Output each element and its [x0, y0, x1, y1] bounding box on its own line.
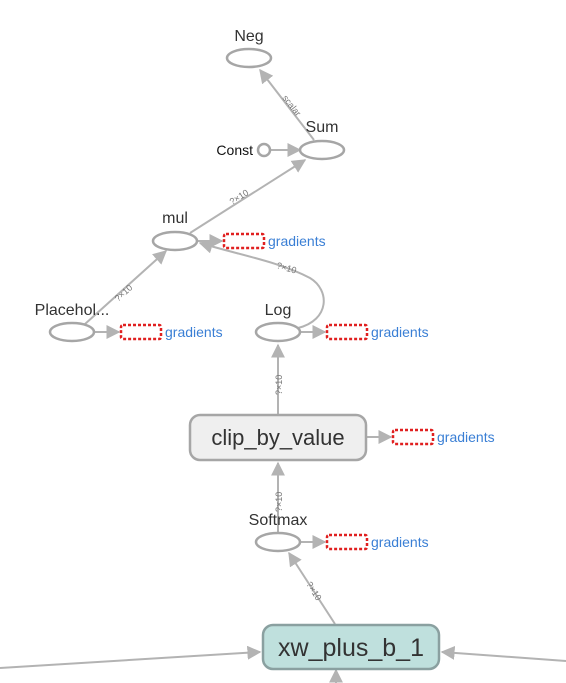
node-neg[interactable]: Neg [225, 28, 273, 69]
node-xw-plus-b[interactable]: xw_plus_b_1 [261, 623, 441, 671]
node-const[interactable]: Const [216, 142, 272, 158]
gradients-link[interactable]: gradients [371, 534, 429, 550]
mul-op-shape[interactable] [151, 230, 199, 252]
node-clip-by-value[interactable]: clip_by_value [188, 413, 368, 462]
edge-label-log-mul: ?×10 [275, 260, 297, 275]
neg-op-shape[interactable] [225, 47, 273, 69]
edge-right-input[interactable] [440, 645, 566, 662]
softmax-label: Softmax [249, 512, 308, 529]
xw-plus-b-shape[interactable] [261, 623, 441, 671]
gradients-ref-clip-by-value[interactable]: gradients [391, 428, 495, 446]
gradients-link[interactable]: gradients [437, 429, 495, 445]
node-sum[interactable]: Sum [298, 119, 346, 161]
edge-mul-sum[interactable] [189, 159, 307, 234]
neg-label: Neg [234, 28, 263, 45]
node-mul[interactable]: mul [151, 210, 199, 252]
softmax-op-shape[interactable] [254, 531, 302, 553]
edge-label-clip-log: ?×10 [274, 375, 284, 395]
gradients-ref-softmax[interactable]: gradients [325, 533, 429, 551]
placeholder-label: Placehol... [35, 302, 110, 319]
gradients-link[interactable]: gradients [165, 324, 223, 340]
edges [0, 68, 566, 683]
edge-placeholder-mul[interactable] [84, 250, 168, 325]
edge-xw-softmax[interactable] [288, 551, 336, 625]
const-label: Const [216, 142, 253, 158]
node-log[interactable]: Log [254, 302, 302, 343]
gradients-ref-log[interactable]: gradients [325, 323, 429, 341]
gradients-icon[interactable] [325, 323, 369, 341]
node-softmax[interactable]: Softmax [249, 512, 308, 553]
edge-left-input[interactable] [0, 645, 262, 669]
edge-label-xw-softmax: ?×10 [304, 580, 323, 602]
gradients-icon[interactable] [222, 232, 266, 250]
sum-label: Sum [306, 119, 339, 136]
clip-by-value-label: clip_by_value [211, 425, 344, 450]
edge-sum-neg[interactable] [259, 68, 315, 141]
gradients-link[interactable]: gradients [268, 233, 326, 249]
log-op-shape[interactable] [254, 321, 302, 343]
gradients-icon[interactable] [325, 533, 369, 551]
gradients-ref-placeholder[interactable]: gradients [119, 323, 223, 341]
clip-by-value-shape[interactable] [188, 413, 368, 462]
gradients-link[interactable]: gradients [371, 324, 429, 340]
placeholder-op-shape[interactable] [48, 321, 96, 343]
gradients-icon[interactable] [391, 428, 435, 446]
gradients-icon[interactable] [119, 323, 163, 341]
edge-label-mul-sum: ?×10 [228, 187, 250, 206]
edge-log-mul[interactable] [198, 239, 325, 329]
node-placeholder[interactable]: Placehol... [35, 302, 110, 343]
edge-label-softmax-clip: ?×10 [274, 492, 284, 512]
edge-label-sum-neg: scalar [280, 93, 303, 118]
mul-label: mul [162, 210, 188, 227]
const-shape[interactable] [256, 142, 272, 158]
edge-label-placeholder-mul: ?×10 [113, 282, 135, 303]
log-label: Log [265, 302, 292, 319]
gradients-ref-mul[interactable]: gradients [222, 232, 326, 250]
sum-op-shape[interactable] [298, 139, 346, 161]
xw-plus-b-label: xw_plus_b_1 [278, 634, 424, 662]
